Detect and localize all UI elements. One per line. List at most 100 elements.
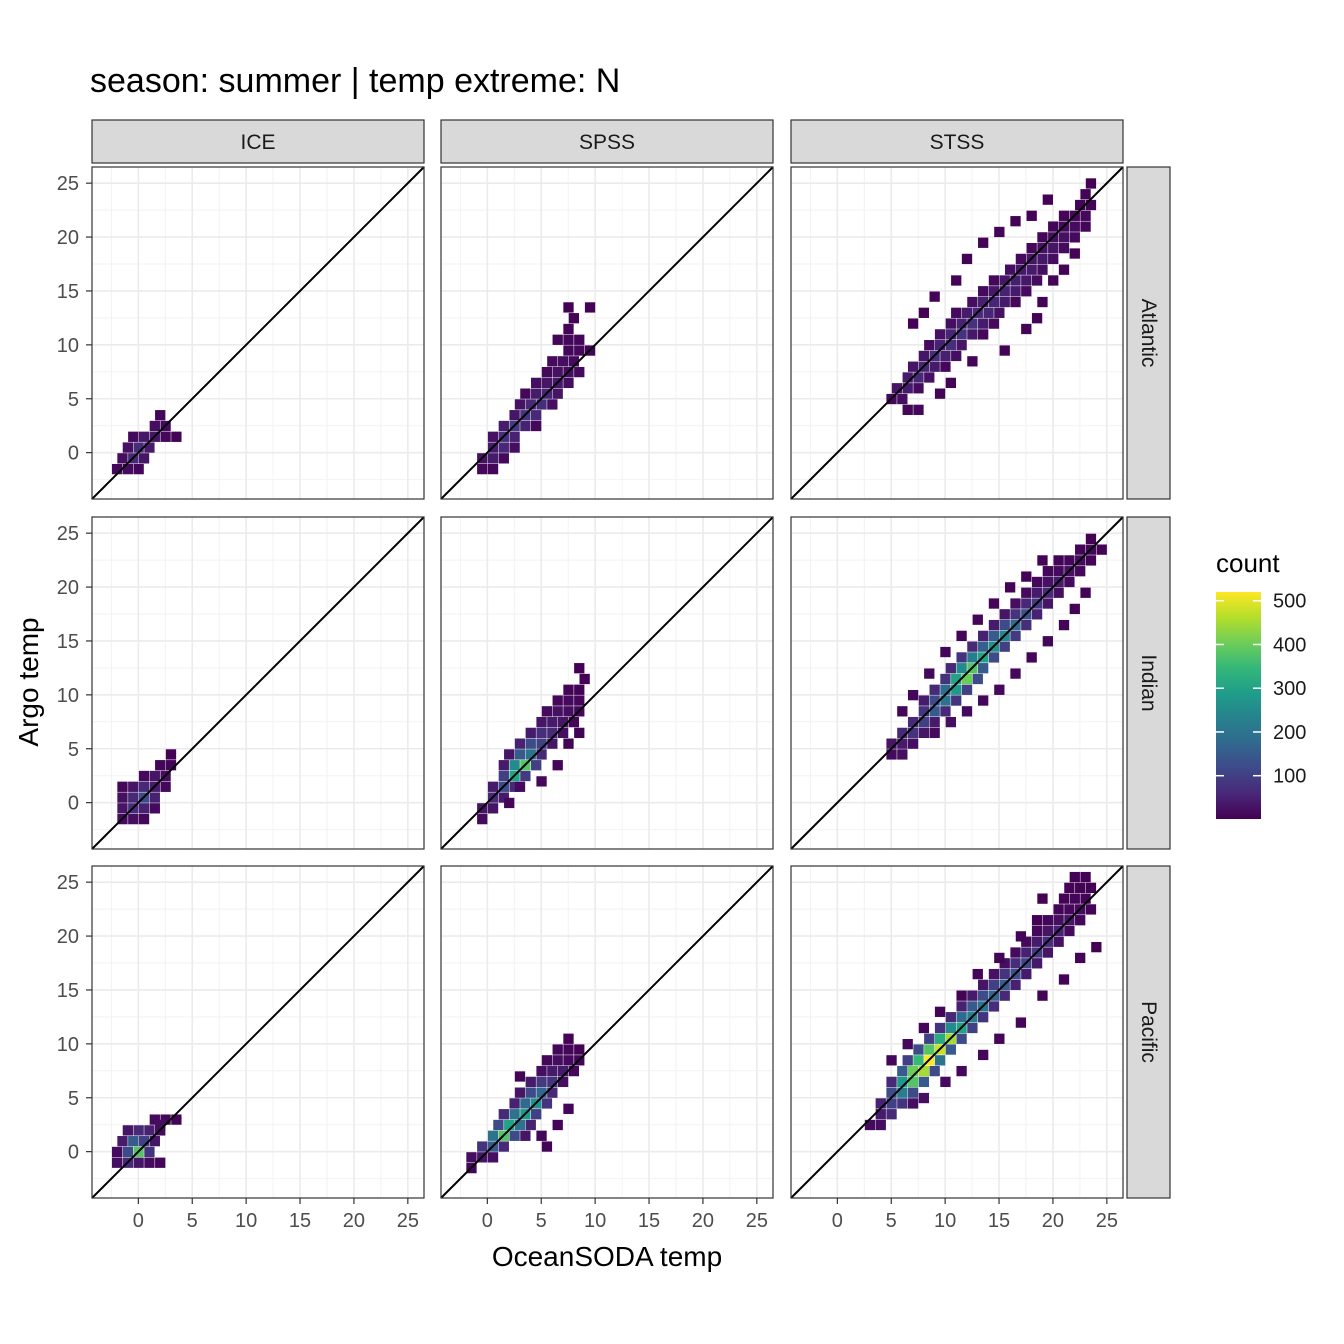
heatmap-bin [1053,566,1064,577]
heatmap-bin [940,695,951,706]
identity-line [440,865,774,1199]
heatmap-bin [117,803,128,814]
y-tick-label: 0 [68,1142,79,1164]
heatmap-bin [498,420,509,432]
heatmap-bin [1010,296,1021,308]
panel-spss-pacific [440,865,774,1199]
heatmap-bin [547,399,558,410]
heatmap-bin [111,1157,123,1168]
heatmap-bin [1031,576,1043,588]
heatmap-bin [924,1033,935,1044]
heatmap-bin [552,695,563,706]
heatmap-bin [1080,587,1091,598]
heatmap-bin [563,302,574,313]
heatmap-bin [525,738,536,749]
heatmap-bin [1048,221,1059,232]
heatmap-bin [563,706,574,717]
heatmap-bin [1037,990,1048,1001]
heatmap-bin [924,668,935,679]
heatmap-bin [541,706,553,717]
heatmap-bin [978,1049,989,1061]
heatmap-bin [574,345,585,356]
heatmap-bin [940,350,951,362]
heatmap-bin [138,431,150,442]
heatmap-bin [967,1001,978,1012]
heatmap-bin [913,1044,924,1055]
heatmap-bin [918,307,930,318]
y-tick-label: 5 [68,389,79,411]
heatmap-bin [875,1098,886,1109]
heatmap-bin [978,329,989,340]
y-tick-label: 20 [57,926,79,948]
heatmap-bin [913,372,924,383]
heatmap-bin [111,463,123,475]
heatmap-bin [972,968,983,980]
heatmap-bin [1069,221,1080,232]
heatmap-bin [1031,915,1043,926]
heatmap-bin [536,727,547,739]
legend-label: 500 [1273,591,1306,613]
heatmap-bin [988,652,1000,663]
x-tick-label: 25 [1096,1210,1118,1232]
facet-strip-column [440,119,774,164]
heatmap-bin [1058,210,1070,221]
heatmap-bin [956,1001,967,1012]
heatmap-bin [547,1087,558,1098]
heatmap-bin [918,695,930,706]
identity-line [91,865,425,1199]
y-tick-label: 0 [68,793,79,815]
heatmap-bin [940,684,951,695]
heatmap-bin [951,684,962,695]
heatmap-bin [149,1136,160,1147]
heatmap-bin [165,749,177,760]
heatmap-bin [907,1087,919,1098]
identity-line [790,516,1124,850]
panel-ice-indian [91,516,425,850]
x-tick-label: 20 [1042,1210,1064,1232]
heatmap-bin [864,1119,876,1131]
heatmap-bin [999,345,1010,356]
y-tick-label: 10 [57,685,79,707]
panel-border [440,865,774,1199]
heatmap-bin [498,442,509,453]
heatmap-bin [552,760,563,771]
heatmap-bin [886,1109,897,1120]
heatmap-bin [994,952,1005,964]
heatmap-bin [509,442,520,453]
heatmap-bin [1048,253,1059,265]
heatmap-bin [1064,925,1075,937]
heatmap-bin [563,334,574,345]
heatmap-bin [574,684,585,695]
facet-strip-row [1126,166,1171,500]
heatmap-bin [160,781,171,792]
heatmap-bin [531,388,542,399]
heatmap-bin [568,356,580,367]
heatmap-bin [907,727,919,739]
heatmap-bin [504,749,515,760]
heatmap-bin [1037,296,1048,308]
heatmap-bin [897,749,908,760]
heatmap-bin [536,776,547,787]
heatmap-bin [929,1065,940,1077]
heatmap-bin [940,1076,951,1088]
panel-border [790,865,1124,1199]
heatmap-bin [128,431,139,442]
x-tick-label: 15 [289,1210,311,1232]
heatmap-bin [563,323,574,335]
heatmap-bin [171,1114,182,1125]
heatmap-bin [951,695,962,706]
panel-border [790,166,1124,500]
heatmap-bin [487,463,499,475]
y-tick-label: 5 [68,739,79,761]
heatmap-bin [568,716,580,728]
heatmap-bin [902,1039,913,1050]
heatmap-bin [886,749,897,760]
heatmap-bin [1021,598,1032,609]
heatmap-bin [525,399,536,410]
panel-border [440,166,774,500]
heatmap-bin [1010,286,1021,297]
heatmap-bin [138,770,150,782]
heatmap-bin [547,738,558,749]
heatmap-bin [934,329,946,340]
heatmap-bin [133,463,144,475]
